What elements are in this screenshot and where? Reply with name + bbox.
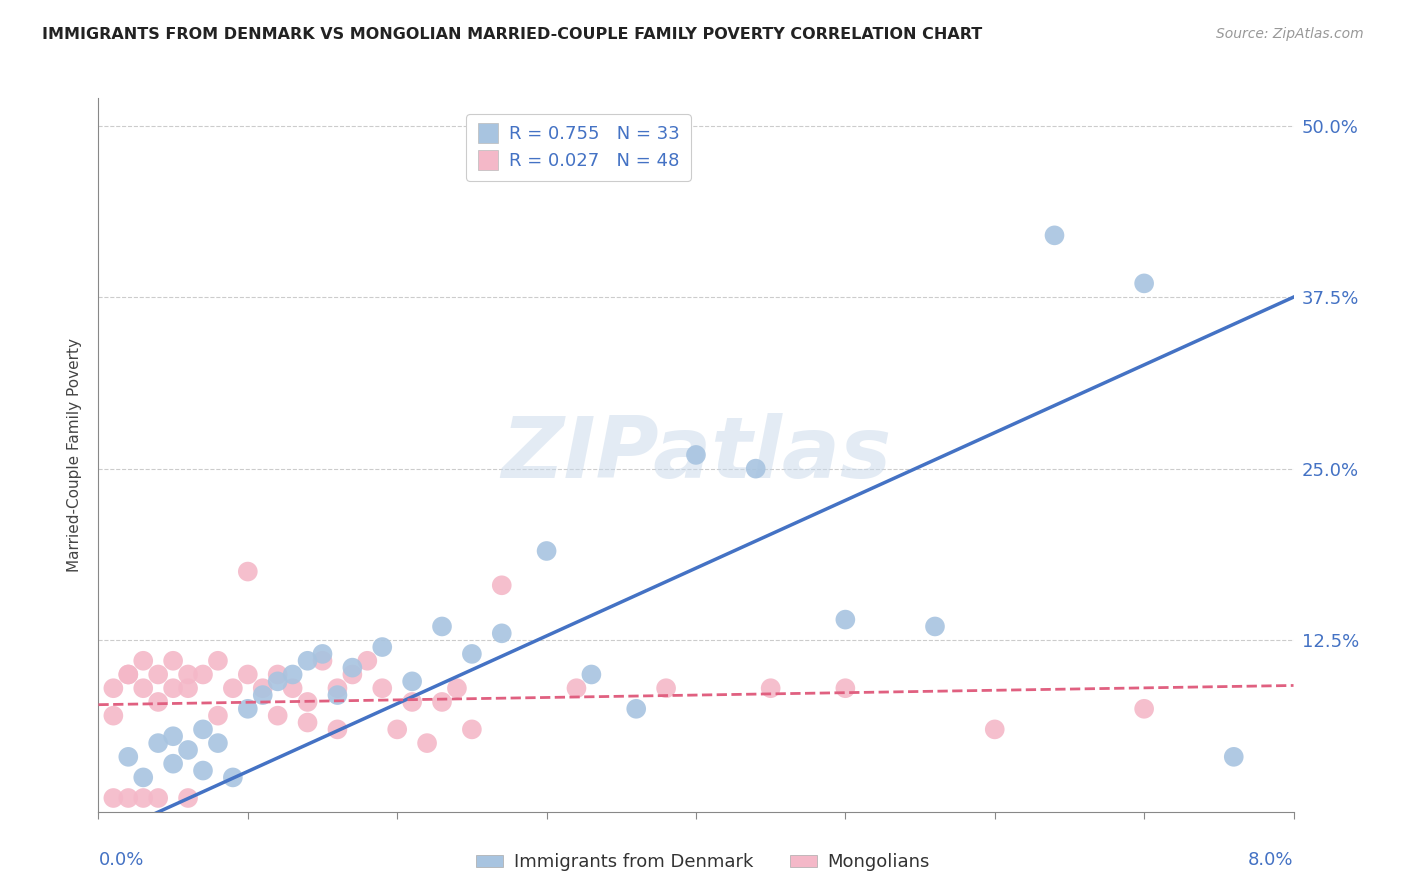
Point: [834, 681, 856, 696]
Point: [252, 681, 274, 696]
Point: [430, 695, 453, 709]
Point: [162, 756, 184, 771]
Point: [207, 654, 229, 668]
Text: IMMIGRANTS FROM DENMARK VS MONGOLIAN MARRIED-COUPLE FAMILY POVERTY CORRELATION C: IMMIGRANTS FROM DENMARK VS MONGOLIAN MAR…: [42, 27, 983, 42]
Point: [565, 681, 588, 696]
Point: [103, 791, 125, 805]
Point: [281, 681, 304, 696]
Point: [297, 715, 319, 730]
Legend: R = 0.755   N = 33, R = 0.027   N = 48: R = 0.755 N = 33, R = 0.027 N = 48: [465, 114, 690, 181]
Point: [326, 681, 349, 696]
Y-axis label: Married-Couple Family Poverty: Married-Couple Family Poverty: [67, 338, 83, 572]
Point: [461, 647, 484, 661]
Point: [624, 702, 647, 716]
Point: [222, 681, 245, 696]
Point: [446, 681, 468, 696]
Point: [177, 681, 200, 696]
Point: [1222, 749, 1246, 764]
Point: [297, 654, 319, 668]
Point: [117, 791, 139, 805]
Point: [103, 708, 125, 723]
Point: [311, 647, 333, 661]
Point: [267, 708, 290, 723]
Point: [162, 654, 184, 668]
Point: [297, 695, 319, 709]
Point: [430, 619, 453, 633]
Point: [536, 544, 558, 558]
Point: [207, 736, 229, 750]
Point: [924, 619, 946, 633]
Point: [117, 749, 139, 764]
Point: [191, 667, 214, 681]
Point: [162, 729, 184, 743]
Point: [1043, 228, 1066, 243]
Point: [326, 723, 349, 737]
Point: [281, 667, 304, 681]
Point: [132, 791, 155, 805]
Point: [342, 660, 364, 674]
Point: [236, 565, 259, 579]
Point: [745, 461, 768, 475]
Point: [1133, 277, 1156, 291]
Point: [461, 723, 484, 737]
Point: [267, 667, 290, 681]
Point: [491, 626, 513, 640]
Point: [148, 667, 170, 681]
Text: ZIPatlas: ZIPatlas: [501, 413, 891, 497]
Point: [371, 640, 394, 654]
Point: [371, 681, 394, 696]
Point: [132, 771, 155, 785]
Point: [117, 667, 139, 681]
Point: [1133, 702, 1156, 716]
Point: [177, 743, 200, 757]
Point: [685, 448, 707, 462]
Point: [491, 578, 513, 592]
Point: [401, 695, 423, 709]
Point: [385, 723, 409, 737]
Point: [177, 667, 200, 681]
Point: [655, 681, 678, 696]
Point: [162, 681, 184, 696]
Point: [148, 791, 170, 805]
Point: [191, 723, 214, 737]
Point: [148, 736, 170, 750]
Point: [581, 667, 603, 681]
Text: 8.0%: 8.0%: [1249, 851, 1294, 869]
Point: [191, 764, 214, 778]
Point: [236, 667, 259, 681]
Point: [311, 654, 333, 668]
Legend: Immigrants from Denmark, Mongolians: Immigrants from Denmark, Mongolians: [470, 847, 936, 879]
Point: [148, 695, 170, 709]
Point: [103, 681, 125, 696]
Point: [983, 723, 1005, 737]
Point: [236, 702, 259, 716]
Point: [132, 681, 155, 696]
Point: [834, 613, 856, 627]
Point: [342, 667, 364, 681]
Point: [356, 654, 378, 668]
Point: [416, 736, 439, 750]
Point: [252, 688, 274, 702]
Point: [222, 771, 245, 785]
Point: [132, 654, 155, 668]
Text: 0.0%: 0.0%: [98, 851, 143, 869]
Point: [326, 688, 349, 702]
Point: [207, 708, 229, 723]
Point: [177, 791, 200, 805]
Point: [267, 674, 290, 689]
Point: [759, 681, 782, 696]
Point: [401, 674, 423, 689]
Text: Source: ZipAtlas.com: Source: ZipAtlas.com: [1216, 27, 1364, 41]
Point: [117, 667, 139, 681]
